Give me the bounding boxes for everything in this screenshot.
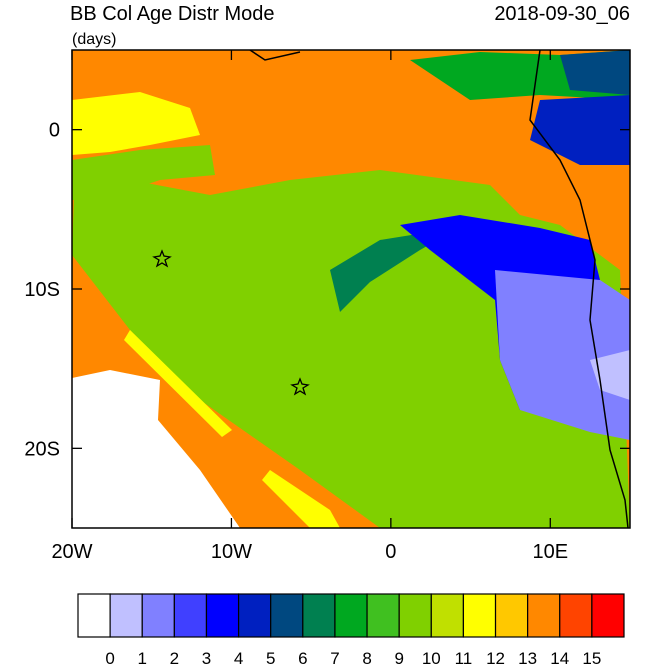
field [262, 470, 340, 528]
field [590, 350, 630, 400]
colorbar-label: 6 [298, 649, 307, 667]
colorbar-label: 15 [582, 649, 601, 667]
colorbar-swatch [398, 593, 432, 638]
colorbar-swatch [430, 593, 465, 638]
date: 2018-09-30_06 [494, 3, 630, 25]
colorbar-swatch [237, 593, 272, 638]
axes: 20W 10W 0 10E 0 10S 20S [24, 50, 630, 563]
coastline [529, 50, 629, 528]
colorbar-label: 11 [455, 649, 473, 667]
colorbar-swatch [494, 593, 529, 638]
colorbar-swatch [302, 593, 336, 638]
colorbar-swatch [591, 593, 625, 638]
colorbar-label: 0 [105, 649, 114, 667]
colorbar-swatch [527, 593, 561, 638]
colorbar-swatch [173, 593, 208, 638]
field [72, 92, 200, 155]
colorbar-swatch [334, 593, 368, 638]
x-tick-label: 20W [51, 541, 92, 563]
x-tick-label: 0 [385, 541, 396, 563]
colorbar-label: 7 [330, 649, 339, 667]
colorbar-swatch [77, 593, 111, 638]
colorbar-label: 14 [550, 649, 569, 667]
colorbar-swatch [270, 593, 304, 638]
colorbar-swatch [109, 593, 143, 638]
field [530, 95, 630, 165]
colorbar-label: 5 [266, 649, 275, 667]
colorbar-swatch [366, 593, 400, 638]
colorbar-label: 1 [138, 649, 147, 667]
x-tick-label: 10E [532, 541, 568, 563]
field [124, 330, 232, 437]
field [72, 145, 215, 200]
colorbar-label: 10 [422, 649, 441, 667]
colorbar: 0 1 2 3 4 5 6 7 8 9 10 11 12 13 14 15 [77, 593, 625, 668]
colorbar-label: 2 [170, 649, 179, 667]
title: BB Col Age Distr Mode [70, 3, 275, 25]
colorbar-swatch [462, 593, 497, 638]
field [560, 50, 630, 95]
field [495, 270, 630, 440]
coastline [249, 50, 301, 61]
colorbar-label: 12 [486, 649, 505, 667]
colorbar-label: 4 [234, 649, 243, 667]
y-tick-label: 10S [24, 279, 60, 301]
colorbar-swatch [205, 593, 240, 638]
site-marker [290, 377, 310, 396]
units: (days) [72, 31, 116, 48]
y-tick-label: 20S [24, 438, 60, 460]
y-tick-label: 0 [49, 120, 60, 142]
colorbar-swatch [141, 593, 175, 638]
colorbar-label: 3 [202, 649, 211, 667]
map-field [72, 50, 630, 528]
field [330, 226, 462, 312]
site-marker [152, 249, 172, 268]
colorbar-label: 8 [362, 649, 371, 667]
x-tick-label: 10W [211, 541, 252, 563]
colorbar-swatch [559, 593, 593, 638]
field [72, 370, 240, 528]
colorbar-label: 9 [394, 649, 403, 667]
colorbar-label: 13 [518, 649, 537, 667]
